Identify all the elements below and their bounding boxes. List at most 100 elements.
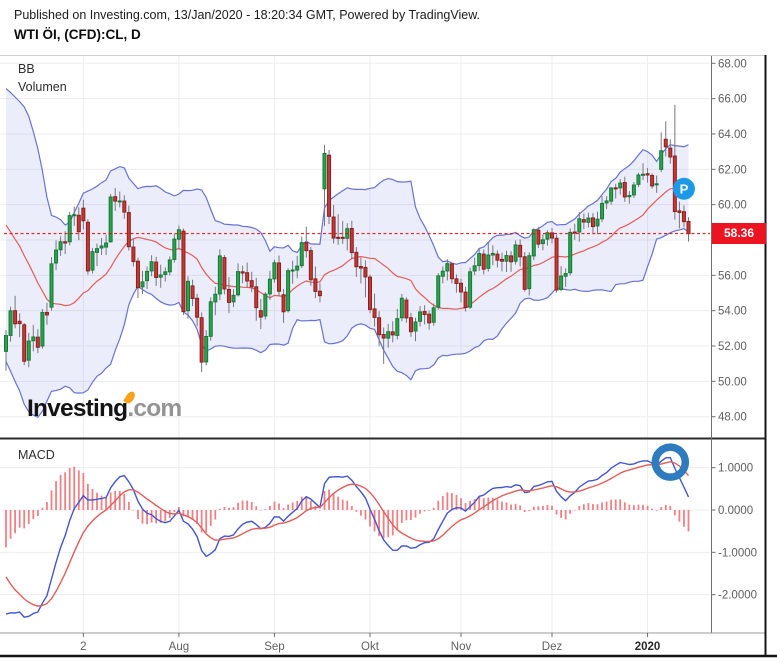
macd-histogram-bar [209,510,212,526]
candle [381,327,386,364]
price-tick-label: 50.00 [718,376,747,388]
candle [672,104,677,220]
candle [49,257,54,311]
macd-histogram-bar [564,510,567,520]
candle [199,312,204,373]
candle [336,214,341,245]
candle [436,273,441,310]
candle [568,228,573,276]
macd-histogram-bar [287,504,289,510]
candle [35,329,40,354]
volume-indicator-label[interactable]: Volumen [18,80,67,94]
candle [545,230,550,246]
candle [113,188,118,211]
candle [413,317,418,342]
candle [195,293,200,327]
candle [499,252,504,272]
candle [600,196,605,223]
macd-histogram-bar [132,509,135,511]
macd-histogram-bar [300,496,303,510]
macd-histogram-bar [673,510,676,516]
macd-histogram-bar [164,510,167,522]
candle [513,240,518,265]
candle [408,312,413,337]
macd-histogram-bar [269,506,271,510]
macd-histogram-bar [18,510,21,528]
macd-histogram-bar [491,497,494,510]
macd-histogram-bar [464,503,467,510]
candle [618,179,623,195]
candle [58,236,63,256]
investing-watermark: Investing.com [27,389,182,423]
macd-histogram-bar [364,510,367,520]
macd-histogram-bar [278,503,280,510]
candle [563,268,568,287]
candle [454,274,459,293]
candle [267,270,272,301]
macd-histogram-bar [96,492,98,510]
candle [313,266,318,299]
time-tick-label: Sep [264,641,284,653]
candle [572,223,577,240]
candle [531,228,536,261]
macd-histogram-bar [187,510,189,518]
bb-indicator-label[interactable]: BB [18,62,35,76]
macd-histogram-bar [350,505,353,510]
macd-histogram-bar [532,506,535,510]
time-tick-label: Nov [451,641,472,653]
publication-marker[interactable]: P [672,177,695,200]
candle [609,186,614,205]
macd-histogram-bar [228,507,230,510]
candle [613,183,618,199]
macd-indicator-label[interactable]: MACD [18,448,55,462]
price-tick-label: 48.00 [718,412,747,424]
candle [249,271,254,293]
candle [13,295,18,329]
macd-histogram-bar [332,493,335,510]
macd-histogram-bar [82,472,85,510]
candle [308,247,313,286]
macd-histogram-bar [542,505,544,510]
candle [399,293,404,322]
macd-histogram-bar [578,505,581,510]
candle [354,247,359,277]
candle [404,297,409,323]
price-tick-label: 66.00 [718,94,747,106]
candle [54,240,59,271]
macd-axis[interactable]: 1.0000 0.0000 -1.0000 -2.0000 [711,463,758,602]
macd-histogram-bar [505,502,508,510]
macd-histogram-bar [378,510,380,537]
candle [295,255,300,279]
candle [581,213,586,230]
candle [26,332,31,368]
macd-histogram-bar [46,502,48,510]
candle [418,306,423,327]
macd-histogram-bar [610,499,613,510]
macd-histogram-bar [259,510,262,511]
macd-histogram-bar [414,510,417,518]
time-tick-label: 2 [80,641,86,653]
macd-histogram-bar [77,470,80,510]
time-axis[interactable]: 2 Aug Sep Okt Nov Dez 2020 [80,633,660,653]
macd-histogram-bar [155,510,158,524]
candle [81,199,86,230]
macd-histogram-bar [118,490,121,510]
candle [299,236,304,269]
candle [440,266,445,284]
candle [377,311,382,347]
candle [254,277,259,321]
macd-histogram-bar [55,481,57,510]
candle [172,234,177,263]
candle [281,289,286,323]
macd-histogram-bar [651,508,653,510]
macd-histogram-bar [241,500,244,510]
macd-histogram-bar [582,504,585,510]
macd-histogram-bar [623,502,626,510]
macd-histogram-bar [655,510,658,511]
p-marker-label: P [680,181,689,196]
candle [95,243,99,267]
macd-histogram-bar [628,504,631,510]
macd-histogram-bar [191,510,194,521]
gridlines [0,56,710,633]
